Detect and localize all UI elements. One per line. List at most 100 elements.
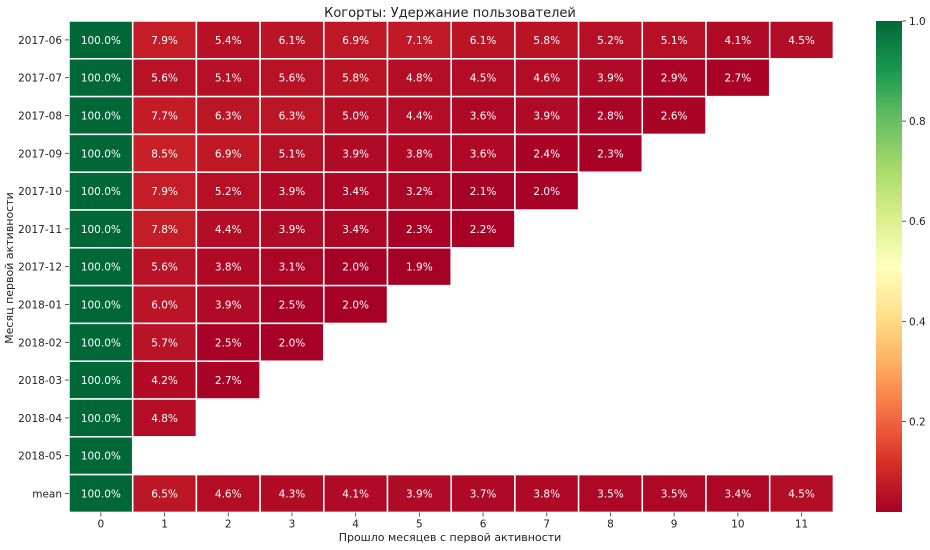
y-tick-label: 2018-01 — [18, 300, 62, 312]
heatmap-cell — [259, 209, 325, 249]
cell-value-label: 100.0% — [81, 337, 121, 349]
heatmap-cell — [259, 284, 325, 325]
cell-value-label: 6.5% — [151, 489, 178, 501]
heatmap-cell — [131, 58, 198, 98]
heatmap-cell — [131, 360, 198, 400]
colorbar-tick-label: 0.6 — [909, 216, 926, 228]
heatmap-cell — [641, 58, 707, 98]
heatmap-cell — [705, 58, 771, 98]
cell-value-label: 100.0% — [81, 224, 121, 236]
cell-value-label: 4.4% — [406, 111, 433, 123]
cell-value-label: 2.3% — [597, 148, 624, 160]
heatmap-cell — [450, 209, 516, 249]
cell-value-label: 4.5% — [788, 489, 815, 501]
x-tick-label: 0 — [98, 518, 105, 530]
cell-value-label: 3.4% — [342, 224, 369, 236]
cell-value-label: 2.9% — [661, 73, 688, 85]
y-tick-label: mean — [32, 489, 62, 501]
heatmap-cell — [323, 171, 389, 211]
heatmap-cell — [68, 473, 134, 514]
heatmap-cell — [450, 58, 516, 98]
heatmap-cell — [323, 284, 389, 325]
heatmap-cells — [68, 20, 835, 514]
y-axis-label: Месяц первой активности — [3, 192, 16, 344]
cell-value-label: 3.2% — [406, 186, 433, 198]
x-tick-label: 8 — [607, 518, 614, 530]
cell-value-label: 4.1% — [342, 489, 369, 501]
colorbar-tick-label: 0.4 — [909, 316, 926, 328]
y-tick-label: 2017-10 — [18, 186, 62, 198]
heatmap-cell — [259, 473, 325, 514]
heatmap-cell — [68, 436, 134, 476]
heatmap-cell — [641, 95, 707, 136]
cell-value-label: 100.0% — [81, 375, 121, 387]
cell-value-label: 3.9% — [279, 224, 306, 236]
cell-value-label: 4.1% — [725, 35, 752, 47]
cell-value-label: 100.0% — [81, 489, 121, 501]
cell-value-label: 2.5% — [215, 337, 242, 349]
cell-value-label: 2.3% — [406, 224, 433, 236]
y-tick-label: 2017-12 — [18, 262, 62, 274]
heatmap-cell — [641, 473, 707, 514]
colorbar-tick-label: 0.2 — [909, 416, 926, 428]
heatmap-cell — [259, 95, 325, 136]
cell-value-label: 4.4% — [215, 224, 242, 236]
heatmap-cell — [514, 58, 580, 98]
y-tick-label: 2017-09 — [18, 148, 62, 160]
heatmap-cell — [195, 473, 261, 514]
x-tick-label: 1 — [161, 518, 168, 530]
cell-value-label: 1.9% — [406, 262, 433, 274]
x-tick-label: 2 — [225, 518, 232, 530]
cell-value-label: 2.0% — [342, 300, 369, 312]
x-tick-label: 7 — [543, 518, 550, 530]
colorbar — [876, 21, 902, 512]
cell-value-label: 5.4% — [215, 35, 242, 47]
cell-value-label: 6.9% — [215, 148, 242, 160]
cell-value-label: 4.8% — [151, 413, 178, 425]
cell-value-label: 100.0% — [81, 413, 121, 425]
heatmap-cell — [386, 171, 452, 211]
cell-value-label: 100.0% — [81, 111, 121, 123]
cell-value-label: 2.7% — [725, 73, 752, 85]
cell-value-label: 2.5% — [279, 300, 306, 312]
cell-value-label: 3.8% — [533, 489, 560, 501]
y-tick-label: 2017-08 — [18, 111, 62, 123]
x-tick-label: 4 — [352, 518, 359, 530]
cell-value-label: 5.8% — [342, 73, 369, 85]
cell-value-label: 5.6% — [151, 262, 178, 274]
heatmap-cell — [68, 284, 134, 325]
cell-value-label: 2.4% — [533, 148, 560, 160]
cell-value-label: 100.0% — [81, 73, 121, 85]
x-tick-label: 5 — [416, 518, 423, 530]
heatmap-cell — [195, 360, 261, 400]
cell-value-label: 2.8% — [597, 111, 624, 123]
cell-value-label: 4.6% — [533, 73, 560, 85]
heatmap-cell — [323, 58, 389, 98]
y-axis-ticks: 2017-06 2017-07 2017-08 2017-09 2017-10 2017-… — [18, 35, 69, 501]
heatmap-cell — [514, 95, 580, 136]
cell-value-label: 6.3% — [279, 111, 306, 123]
heatmap-cell — [68, 360, 134, 400]
heatmap-cell — [768, 20, 835, 60]
x-tick-label: 9 — [671, 518, 678, 530]
cell-value-label: 5.0% — [342, 111, 369, 123]
cell-value-label: 3.5% — [597, 489, 624, 501]
cell-value-label: 5.2% — [597, 35, 624, 47]
y-tick-label: 2018-05 — [18, 451, 62, 463]
cell-value-label: 3.9% — [597, 73, 624, 85]
heatmap-cell — [195, 284, 261, 325]
cell-value-label: 100.0% — [81, 35, 121, 47]
cell-value-label: 3.6% — [470, 111, 497, 123]
cell-value-label: 3.1% — [279, 262, 306, 274]
x-axis-ticks: 0 1 2 3 4 5 6 7 8 9 10 11 — [98, 512, 808, 530]
cell-value-label: 6.3% — [215, 111, 242, 123]
cell-value-label: 100.0% — [81, 262, 121, 274]
cell-value-label: 6.1% — [279, 35, 306, 47]
x-tick-label: 3 — [289, 518, 296, 530]
cell-value-label: 5.1% — [279, 148, 306, 160]
x-tick-label: 10 — [731, 518, 744, 530]
cell-value-label: 3.4% — [342, 186, 369, 198]
cell-value-label: 5.2% — [215, 186, 242, 198]
cell-value-label: 3.9% — [406, 489, 433, 501]
heatmap-cell — [68, 209, 134, 249]
